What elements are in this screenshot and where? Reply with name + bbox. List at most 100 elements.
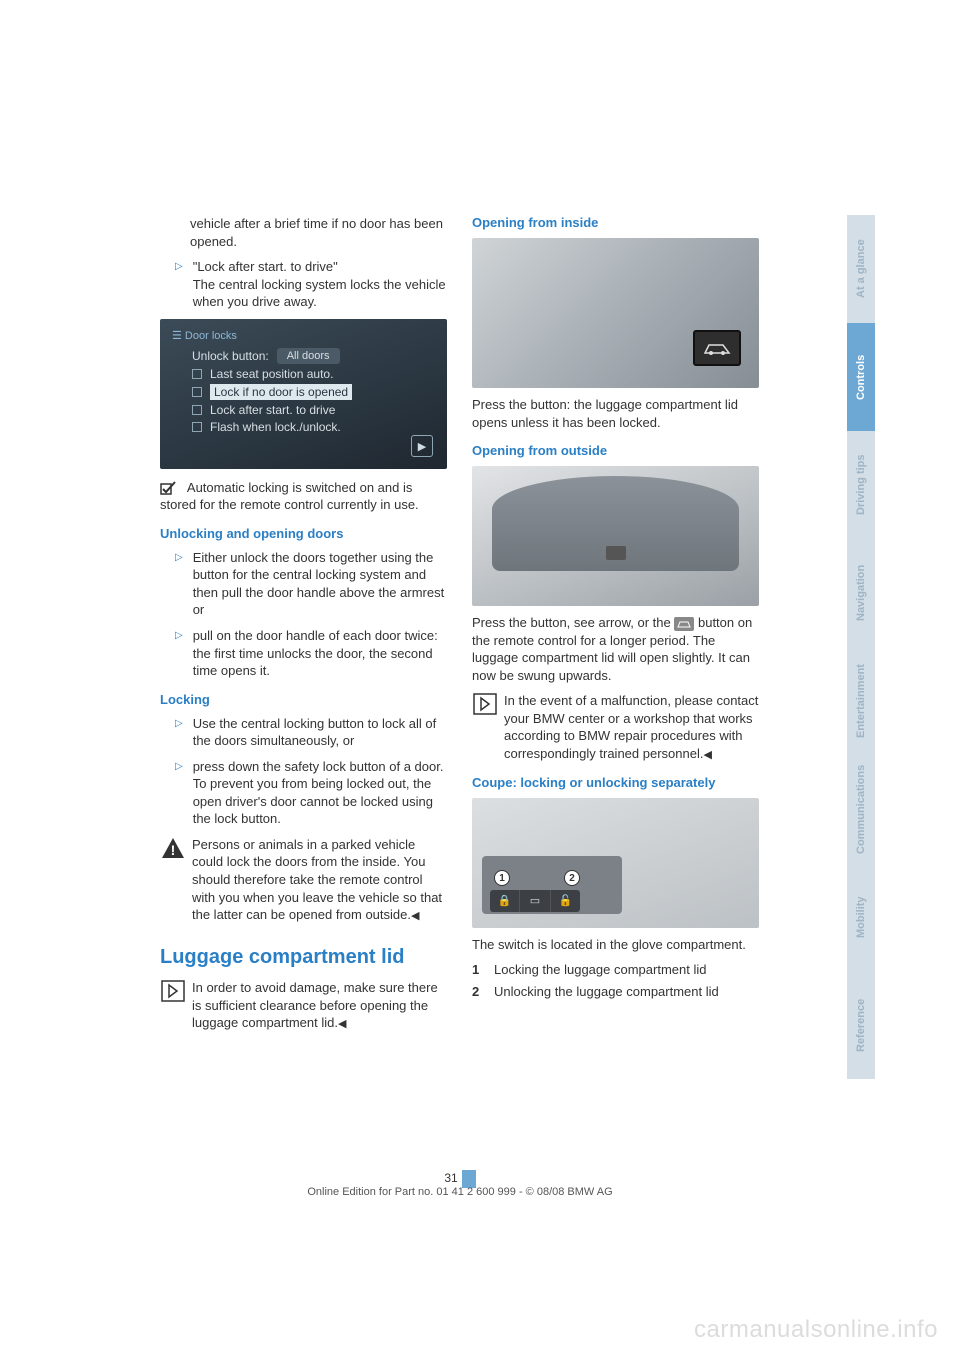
body-text: Use the central locking button to lock a… bbox=[193, 715, 447, 750]
triangle-icon: ▷ bbox=[175, 760, 183, 828]
heading-luggage: Luggage compartment lid bbox=[160, 946, 447, 969]
heading-coupe: Coupe: locking or unlocking separately bbox=[472, 775, 759, 790]
page: vehicle after a brief time if no door ha… bbox=[0, 0, 960, 1358]
warning-paragraph: ! Persons or animals in a parked vehicle… bbox=[160, 836, 447, 924]
list-item: ▷ press down the safety lock button of a… bbox=[160, 758, 447, 828]
media-indicator-icon: ▶ bbox=[411, 435, 433, 457]
unlock-icon: 🔓 bbox=[551, 890, 580, 912]
callout-number-2: 2 bbox=[564, 870, 580, 886]
section-tabs: At a glance Controls Driving tips Naviga… bbox=[847, 215, 875, 1079]
trunk-key-icon bbox=[674, 617, 694, 631]
triangle-icon: ▷ bbox=[175, 629, 183, 680]
body-text: The central locking system locks the veh… bbox=[193, 277, 446, 310]
heading-locking: Locking bbox=[160, 692, 447, 707]
body-text: vehicle after a brief time if no door ha… bbox=[190, 215, 447, 250]
note-paragraph: In order to avoid damage, make sure ther… bbox=[160, 979, 447, 1032]
body-text: Automatic locking is switched on and is … bbox=[160, 480, 419, 513]
lock-icon: 🔒 bbox=[490, 890, 520, 912]
right-column: Opening from inside Press the button: th… bbox=[472, 215, 759, 1040]
body-text: In order to avoid damage, make sure ther… bbox=[192, 979, 447, 1032]
screenshot-title: Door locks bbox=[185, 330, 237, 342]
trunk-exterior-photo bbox=[472, 466, 759, 606]
triangle-icon: ▷ bbox=[175, 717, 183, 750]
body-text: Unlocking the luggage compartment lid bbox=[494, 983, 719, 1001]
tab-communications[interactable]: Communications bbox=[847, 755, 875, 863]
checkbox-icon bbox=[192, 422, 202, 432]
note-paragraph: In the event of a malfunction, please co… bbox=[472, 692, 759, 762]
tab-reference[interactable]: Reference bbox=[847, 971, 875, 1079]
tab-entertainment[interactable]: Entertainment bbox=[847, 647, 875, 755]
note-text: In the event of a malfunction, please co… bbox=[504, 693, 758, 761]
screenshot-row: Unlock button: All doors bbox=[192, 348, 435, 364]
body-text: Persons or animals in a parked vehicle c… bbox=[192, 836, 447, 924]
end-mark-icon: ◀ bbox=[411, 910, 419, 922]
list-number: 1 bbox=[472, 961, 494, 979]
option-text: Last seat position auto. bbox=[210, 367, 333, 381]
option-text-selected: Lock if no door is opened bbox=[210, 384, 352, 400]
triangle-icon: ▷ bbox=[175, 260, 183, 311]
body-text: "Lock after start. to drive" The central… bbox=[193, 258, 447, 311]
footer-text: Online Edition for Part no. 01 41 2 600 … bbox=[160, 1186, 760, 1198]
tab-at-a-glance[interactable]: At a glance bbox=[847, 215, 875, 323]
list-item: vehicle after a brief time if no door ha… bbox=[160, 215, 447, 250]
list-item: ▷ Either unlock the doors together using… bbox=[160, 549, 447, 619]
tab-driving-tips[interactable]: Driving tips bbox=[847, 431, 875, 539]
tab-mobility[interactable]: Mobility bbox=[847, 863, 875, 971]
checkbox-icon bbox=[192, 369, 202, 379]
tab-controls[interactable]: Controls bbox=[847, 323, 875, 431]
body-text: press down the safety lock button of a d… bbox=[193, 758, 447, 828]
heading-opening-inside: Opening from inside bbox=[472, 215, 759, 230]
body-text: Press the button, see arrow, or the butt… bbox=[472, 614, 759, 684]
idrive-screenshot: ☰ Door locks Unlock button: All doors La… bbox=[160, 319, 447, 469]
note-icon bbox=[160, 979, 186, 1003]
warning-text: Persons or animals in a parked vehicle c… bbox=[192, 837, 442, 922]
page-number: 31 bbox=[444, 1171, 457, 1185]
callout-number-1: 1 bbox=[494, 870, 510, 886]
interior-button-photo bbox=[472, 238, 759, 388]
check-paragraph: Automatic locking is switched on and is … bbox=[160, 479, 447, 514]
triangle-icon: ▷ bbox=[175, 551, 183, 619]
screenshot-row: Flash when lock./unlock. bbox=[192, 420, 435, 434]
list-item: ▷ pull on the door handle of each door t… bbox=[160, 627, 447, 680]
value-pill: All doors bbox=[277, 348, 340, 364]
list-item: ▷ Use the central locking button to lock… bbox=[160, 715, 447, 750]
end-mark-icon: ◀ bbox=[338, 1018, 346, 1030]
screenshot-row: Lock after start. to drive bbox=[192, 403, 435, 417]
list-item: 2 Unlocking the luggage compartment lid bbox=[472, 983, 759, 1001]
left-column: vehicle after a brief time if no door ha… bbox=[160, 215, 447, 1040]
body-text: pull on the door handle of each door twi… bbox=[193, 627, 447, 680]
heading-opening-outside: Opening from outside bbox=[472, 443, 759, 458]
note-text: In order to avoid damage, make sure ther… bbox=[192, 980, 438, 1030]
checkbox-icon bbox=[192, 387, 202, 397]
list-item: ▷ "Lock after start. to drive" The centr… bbox=[160, 258, 447, 311]
label-text: Unlock button: bbox=[192, 349, 269, 363]
list-item: 1 Locking the luggage compartment lid bbox=[472, 961, 759, 979]
warning-icon: ! bbox=[160, 836, 186, 860]
tab-navigation[interactable]: Navigation bbox=[847, 539, 875, 647]
trunk-button-icon bbox=[693, 330, 741, 366]
watermark: carmanualsonline.info bbox=[694, 1316, 938, 1344]
body-text: "Lock after start. to drive" bbox=[193, 259, 338, 274]
numbered-list: 1 Locking the luggage compartment lid 2 … bbox=[472, 961, 759, 1000]
body-text: The switch is located in the glove compa… bbox=[472, 936, 759, 954]
body-text: Locking the luggage compartment lid bbox=[494, 961, 706, 979]
glove-switch-photo: 1 2 🔒 ▭ 🔓 bbox=[472, 798, 759, 928]
note-icon bbox=[472, 692, 498, 716]
checkmark-icon bbox=[160, 479, 180, 493]
svg-text:!: ! bbox=[171, 842, 176, 858]
text-fragment: Press the button, see arrow, or the bbox=[472, 615, 671, 630]
option-text: Flash when lock./unlock. bbox=[210, 420, 341, 434]
screenshot-row: Lock if no door is opened bbox=[192, 384, 435, 400]
end-mark-icon: ◀ bbox=[703, 749, 711, 761]
trunk-icon: ▭ bbox=[520, 890, 550, 912]
body-text: In the event of a malfunction, please co… bbox=[504, 692, 759, 762]
content-area: vehicle after a brief time if no door ha… bbox=[160, 215, 760, 1040]
heading-unlocking: Unlocking and opening doors bbox=[160, 526, 447, 541]
lock-switch: 🔒 ▭ 🔓 bbox=[490, 890, 580, 912]
checkbox-icon bbox=[192, 405, 202, 415]
screenshot-row: Last seat position auto. bbox=[192, 367, 435, 381]
list-number: 2 bbox=[472, 983, 494, 1001]
screenshot-header: ☰ Door locks bbox=[172, 329, 435, 342]
body-text: Press the button: the luggage compartmen… bbox=[472, 396, 759, 431]
trunk-release-dot bbox=[606, 546, 626, 560]
